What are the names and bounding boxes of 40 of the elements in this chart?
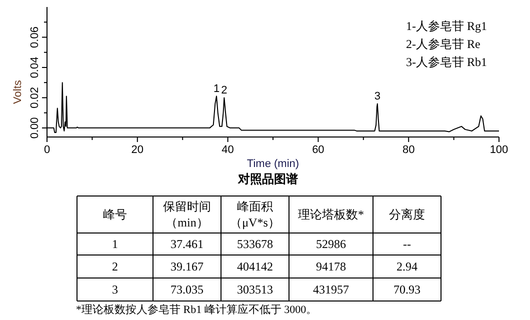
x-tick-label: 80 <box>402 144 415 156</box>
text: 431957 <box>313 282 349 296</box>
text: 70.93 <box>394 282 420 296</box>
text: 303513 <box>237 282 273 296</box>
x-tick-label: 20 <box>131 144 144 156</box>
y-tick-label: 0.02 <box>29 86 41 108</box>
category-label: 分离度 <box>389 208 425 222</box>
text: 2.94 <box>396 260 418 274</box>
text: 73.035 <box>170 282 204 296</box>
y-tick-label: 0.06 <box>29 26 41 48</box>
y-axis-title: Volts <box>12 80 24 104</box>
annotation: 2-人参皂苷 Re <box>406 37 480 51</box>
x-tick-label: 100 <box>490 144 508 156</box>
category-label: 峰号 <box>103 208 127 222</box>
text: 37.461 <box>170 237 204 251</box>
annotation: 1 <box>213 83 220 96</box>
y-tick-label: 0.00 <box>29 117 41 139</box>
y-tick-label: 0.04 <box>29 56 41 78</box>
category-label: 峰面积（μV*s） <box>230 200 280 230</box>
x-axis-title: Time (min) <box>246 158 300 170</box>
x-tick-label: 40 <box>222 144 234 156</box>
text: *理论板数按人参皂苷 Rb1 峰计算应不低于 3000。 <box>76 303 318 316</box>
x-tick-label: 60 <box>312 144 324 156</box>
annotation: 3 <box>374 90 380 103</box>
annotation: 3-人参皂苷 Rb1 <box>406 55 487 69</box>
text: 404142 <box>237 260 273 274</box>
x-tick-label: 0 <box>44 144 50 156</box>
category-label: 保留时间（min） <box>163 200 211 230</box>
text: 533678 <box>237 237 273 251</box>
text: 52986 <box>316 237 346 251</box>
text: 39.167 <box>170 260 204 274</box>
category-label: 理论塔板数* <box>298 208 364 222</box>
text: 2 <box>112 260 118 274</box>
text: 94178 <box>316 260 346 274</box>
annotation: 1-人参皂苷 Rg1 <box>406 19 487 33</box>
text: 对照品图谱 <box>237 172 298 186</box>
annotation: 2 <box>221 84 228 97</box>
text: -- <box>403 237 411 251</box>
text: 3 <box>112 282 118 296</box>
text: 1 <box>112 237 118 251</box>
